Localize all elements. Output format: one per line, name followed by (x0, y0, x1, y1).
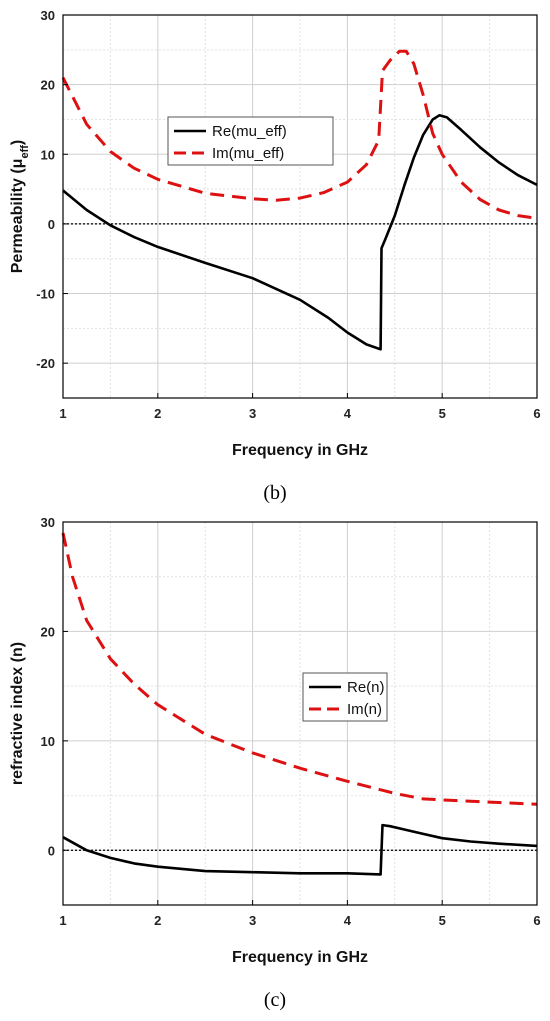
legend-label-re-n-c: Re(n) (347, 679, 385, 696)
x-tick-label-b: 4 (344, 406, 352, 421)
x-tick-label-b: 6 (533, 406, 540, 421)
y-tick-label-c: 10 (41, 734, 55, 749)
y-axis-label-b-main: Permeability (μ (9, 159, 26, 274)
y-axis-label-b-close: ) (9, 140, 26, 145)
ticks-b: 1 2 3 4 5 6 -20 -10 0 10 20 30 (36, 8, 540, 421)
x-tick-label-b: 1 (59, 406, 66, 421)
caption-b: (b) (263, 482, 286, 504)
series-line-re-n-c (62, 823, 538, 876)
legend-box-b (167, 116, 334, 166)
x-tick-label-c: 1 (59, 913, 66, 928)
y-tick-label-c: 0 (48, 843, 55, 858)
x-tick-label-c: 5 (439, 913, 446, 928)
legend-label-re-mu-eff-b: Re(mu_eff) (212, 123, 287, 140)
legend-label-im-mu-eff-b: Im(mu_eff) (212, 145, 284, 162)
panel-c: 1 2 3 4 5 6 0 10 20 30 Frequency in GHz refractiv… (9, 515, 541, 1011)
y-axis-label-b-sub: eff (19, 145, 31, 159)
legend-label-im-n-c: Im(n) (347, 701, 382, 718)
x-tick-label-c: 3 (249, 913, 256, 928)
x-tick-label-c: 6 (533, 913, 540, 928)
series-line-re-mu-eff-b (62, 114, 538, 351)
y-tick-label-b: 20 (41, 78, 55, 93)
grid-c (63, 522, 537, 905)
x-tick-label-b: 5 (439, 406, 446, 421)
x-axis-label-b: Frequency in GHz (232, 442, 368, 459)
y-axis-label-b: Permeability (μeff) (9, 140, 31, 274)
series-c (61, 532, 538, 876)
y-tick-label-b: -10 (36, 287, 55, 302)
x-tick-label-c: 2 (154, 913, 161, 928)
series-line-im-n-c (61, 532, 538, 806)
panel-b: 1 2 3 4 5 6 -20 -10 0 10 20 30 Frequency in GHz Per… (9, 8, 541, 504)
y-tick-label-b: 30 (41, 8, 55, 23)
legend-b: Re(mu_eff) Im(mu_eff) (167, 116, 334, 166)
x-tick-label-b: 2 (154, 406, 161, 421)
x-tick-label-b: 3 (249, 406, 256, 421)
y-tick-label-b: 0 (48, 217, 55, 232)
y-tick-label-c: 30 (41, 515, 55, 530)
series-line-im-mu-eff-b (61, 49, 538, 220)
y-tick-label-c: 20 (41, 624, 55, 639)
grid-b (63, 15, 537, 398)
x-tick-label-c: 4 (344, 913, 352, 928)
y-tick-label-b: 10 (41, 147, 55, 162)
caption-c: (c) (264, 989, 286, 1011)
y-axis-label-c: refractive index (n) (9, 642, 26, 785)
ticks-c: 1 2 3 4 5 6 0 10 20 30 (41, 515, 541, 928)
plot-frame-b (62, 14, 538, 399)
legend-c: Re(n) Im(n) (302, 672, 388, 722)
x-axis-label-c: Frequency in GHz (232, 949, 368, 966)
y-tick-label-b: -20 (36, 356, 55, 371)
plot-frame-c (62, 521, 538, 906)
series-b (61, 49, 538, 351)
legend-box-c (302, 672, 388, 722)
